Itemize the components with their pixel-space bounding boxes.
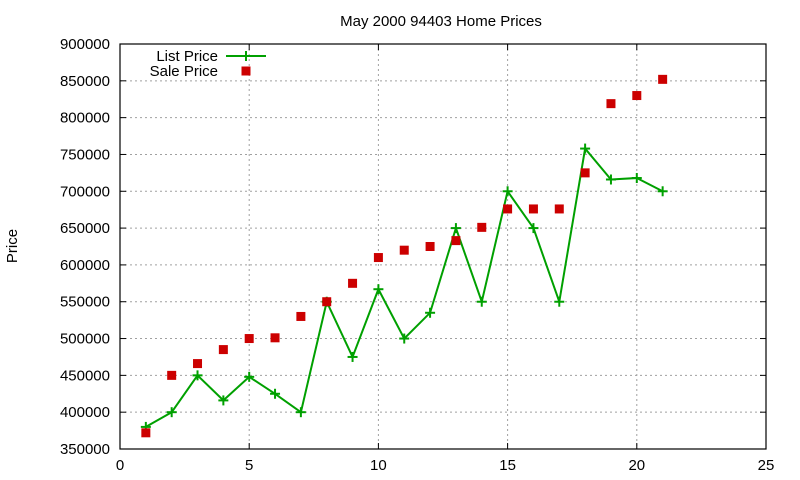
y-tick-label: 400000: [60, 404, 110, 421]
y-axis-label: Price: [4, 229, 21, 263]
x-tick-label: 15: [499, 457, 516, 474]
y-tick-label: 450000: [60, 367, 110, 384]
y-tick-label: 750000: [60, 146, 110, 163]
x-tick-label: 10: [370, 457, 387, 474]
chart-title: May 2000 94403 Home Prices: [340, 13, 542, 30]
series-list-price: [140, 143, 668, 432]
y-tick-label: 900000: [60, 36, 110, 53]
plot-border: [119, 43, 767, 450]
y-tick-label: 500000: [60, 331, 110, 348]
y-tick-label: 800000: [60, 110, 110, 127]
axis-ticks: 0 5 10 15 20 25 350000 400000 450000 500000 550000…: [60, 36, 774, 474]
x-tick-label: 0: [116, 457, 124, 474]
y-tick-label: 600000: [60, 257, 110, 274]
y-tick-label: 850000: [60, 73, 110, 90]
y-tick-label: 550000: [60, 294, 110, 311]
y-tick-label: 700000: [60, 183, 110, 200]
x-tick-label: 25: [758, 457, 775, 474]
gridlines: [120, 44, 766, 449]
series-sale-price: [141, 74, 668, 438]
y-tick-label: 650000: [60, 220, 110, 237]
x-tick-label: 5: [245, 457, 253, 474]
legend-label: List Price: [156, 48, 218, 65]
y-tick-label: 350000: [60, 441, 110, 458]
legend-label: Sale Price: [150, 63, 218, 80]
data-series: [140, 74, 668, 438]
x-tick-label: 20: [628, 457, 645, 474]
